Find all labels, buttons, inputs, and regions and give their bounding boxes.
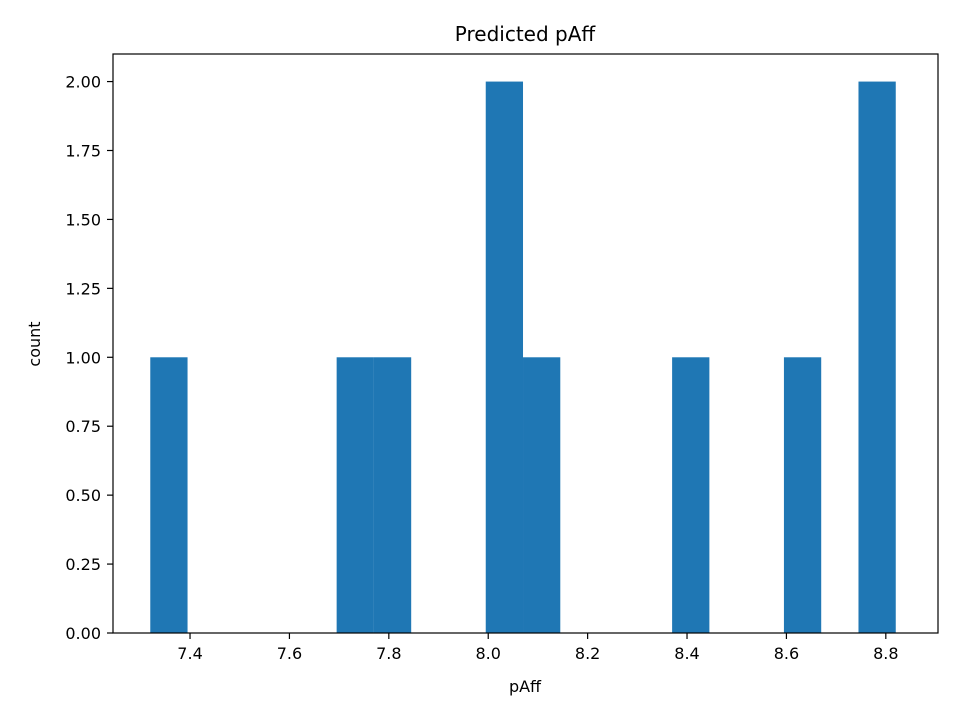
y-tick-label: 0.50	[65, 486, 101, 505]
y-tick-label: 1.50	[65, 210, 101, 229]
x-tick-label: 7.4	[177, 644, 202, 663]
x-tick-label: 8.4	[674, 644, 699, 663]
x-tick-label: 8.0	[475, 644, 500, 663]
x-tick-label: 7.6	[277, 644, 302, 663]
plot-frame	[112, 53, 939, 634]
y-axis-label: count	[25, 321, 44, 366]
y-tick-label: 1.00	[65, 348, 101, 367]
y-tick-label: 1.75	[65, 142, 101, 161]
x-tick-label: 7.8	[376, 644, 401, 663]
histogram-bar-2	[373, 357, 412, 633]
histogram-bar-5	[672, 357, 710, 633]
histogram-bar-0	[150, 357, 188, 633]
y-tick-label: 0.75	[65, 417, 101, 436]
histogram-bar-1	[336, 357, 374, 633]
histogram-bar-7	[858, 81, 896, 634]
y-axis: 0.00 0.25 0.50 0.75 1.00 1.25 1.50 1.75 2.00	[65, 73, 113, 643]
y-tick-label: 2.00	[65, 73, 101, 92]
histogram-bar-6	[783, 357, 822, 633]
x-tick-label: 8.2	[575, 644, 600, 663]
x-tick-label: 8.6	[774, 644, 799, 663]
bars-group	[150, 81, 896, 634]
y-tick-label: 0.25	[65, 555, 101, 574]
x-axis: 7.4 7.6 7.8 8.0 8.2 8.4 8.6 8.8	[177, 633, 899, 663]
x-tick-label: 8.8	[873, 644, 898, 663]
y-tick-label: 0.00	[65, 624, 101, 643]
y-tick-label: 1.25	[65, 279, 101, 298]
x-axis-label: pAff	[509, 677, 542, 696]
histogram-bar-4	[523, 357, 561, 633]
chart-title: Predicted pAff	[455, 22, 597, 46]
histogram-bar-3	[485, 81, 524, 634]
